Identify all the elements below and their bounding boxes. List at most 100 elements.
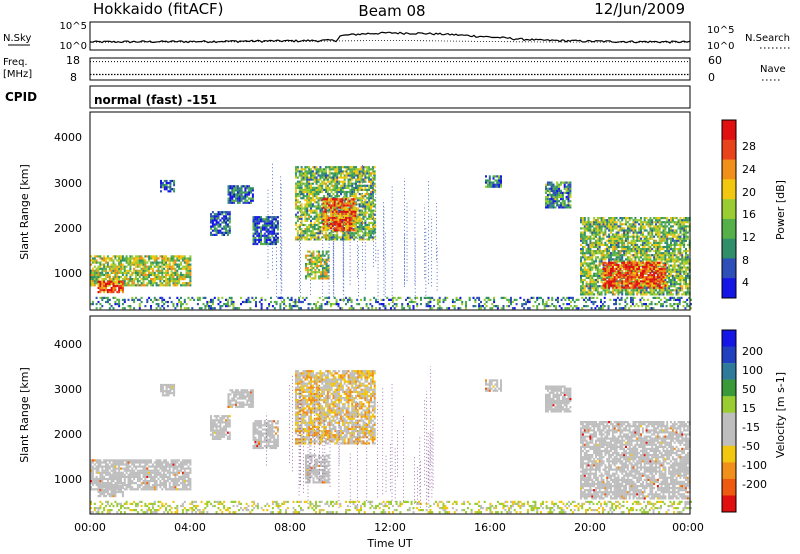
power-cell [276,232,279,235]
power-cell [330,166,333,169]
power-cell [174,271,177,274]
power-cell [626,248,629,251]
power-cell [351,182,354,185]
power-cell [354,223,357,226]
power-cell [668,287,671,290]
power-cell [662,274,665,277]
power-cell [325,186,327,189]
power-cell [155,259,158,262]
power-cell [315,178,318,181]
power-cell [91,261,94,264]
power-cell [304,207,307,210]
power-cell [316,271,319,274]
power-cell [306,228,309,231]
power-cell [144,265,147,268]
power-cell [136,259,139,262]
power-cell [617,231,620,234]
power-cell [364,209,367,212]
power-cell [148,271,151,274]
power-cell [343,174,346,177]
power-cell [332,221,335,224]
power-cell [598,260,601,263]
power-cell [671,252,674,255]
power-cell [330,230,333,233]
power-cell [332,184,335,187]
power-cell [660,265,663,268]
power-cell [131,282,134,285]
power-cell [118,263,121,266]
power-cell [656,276,659,279]
power-cell [315,238,318,241]
power-cell [623,282,626,285]
power-cell [565,198,568,201]
power-cell [658,235,661,238]
power-cell [587,227,590,230]
power-cell [569,191,572,194]
power-cell [335,198,338,201]
power-cell [658,219,661,222]
power-cell [161,284,164,287]
power-cell [643,258,646,261]
freq-right-tick-bottom: 0 [708,71,715,84]
power-cell [636,278,639,282]
power-cell [176,269,179,272]
power-cell [587,250,590,253]
power-cell [621,270,624,273]
power-cell [658,291,661,294]
power-cell [613,219,616,222]
power-cell [660,223,663,226]
power-cell [334,184,337,187]
power-cell [185,267,188,270]
power-cell [675,237,678,240]
power-cell [608,286,611,289]
power-cell [101,280,104,283]
power-cell [133,259,136,262]
power-cell [217,225,220,228]
power-cell [671,278,674,282]
power-cell [315,219,318,222]
power-cell [355,236,357,239]
power-cell [498,177,501,180]
power-cell [221,213,224,216]
power-cell [606,262,609,265]
power-cell [345,176,348,179]
power-cell [641,241,644,244]
power-cell [358,211,361,214]
power-cell [263,224,266,227]
power-cell [608,291,611,294]
power-cell [686,260,689,263]
power-cell [308,197,311,200]
power-cell [613,276,616,279]
power-cell [322,206,325,209]
power-cell [356,203,359,206]
power-cell [634,248,637,251]
power-cell [95,259,98,262]
power-cell [306,205,309,208]
power-cell [685,217,687,220]
power-cell [625,276,627,279]
power-cell [591,281,594,284]
power-cell [120,255,122,258]
power-cell [658,229,661,232]
power-cell [619,245,622,249]
power-cell [626,263,629,266]
power-cell [623,243,626,246]
power-cell [345,220,347,224]
power-cell [615,272,618,275]
power-cell [641,278,644,281]
power-cell [310,226,312,229]
power-cell [330,214,332,217]
power-cell [333,218,336,222]
power-cell [118,275,121,279]
power-cell [636,274,639,277]
power-cell [670,256,672,259]
power-cell [159,255,162,258]
power-cell [176,280,179,283]
power-cell [641,284,644,287]
power-cell [593,217,596,220]
power-cell [343,199,346,202]
power-cell [591,250,594,253]
power-cell [314,271,317,274]
power-cell [166,278,169,281]
power-cell [129,267,132,270]
